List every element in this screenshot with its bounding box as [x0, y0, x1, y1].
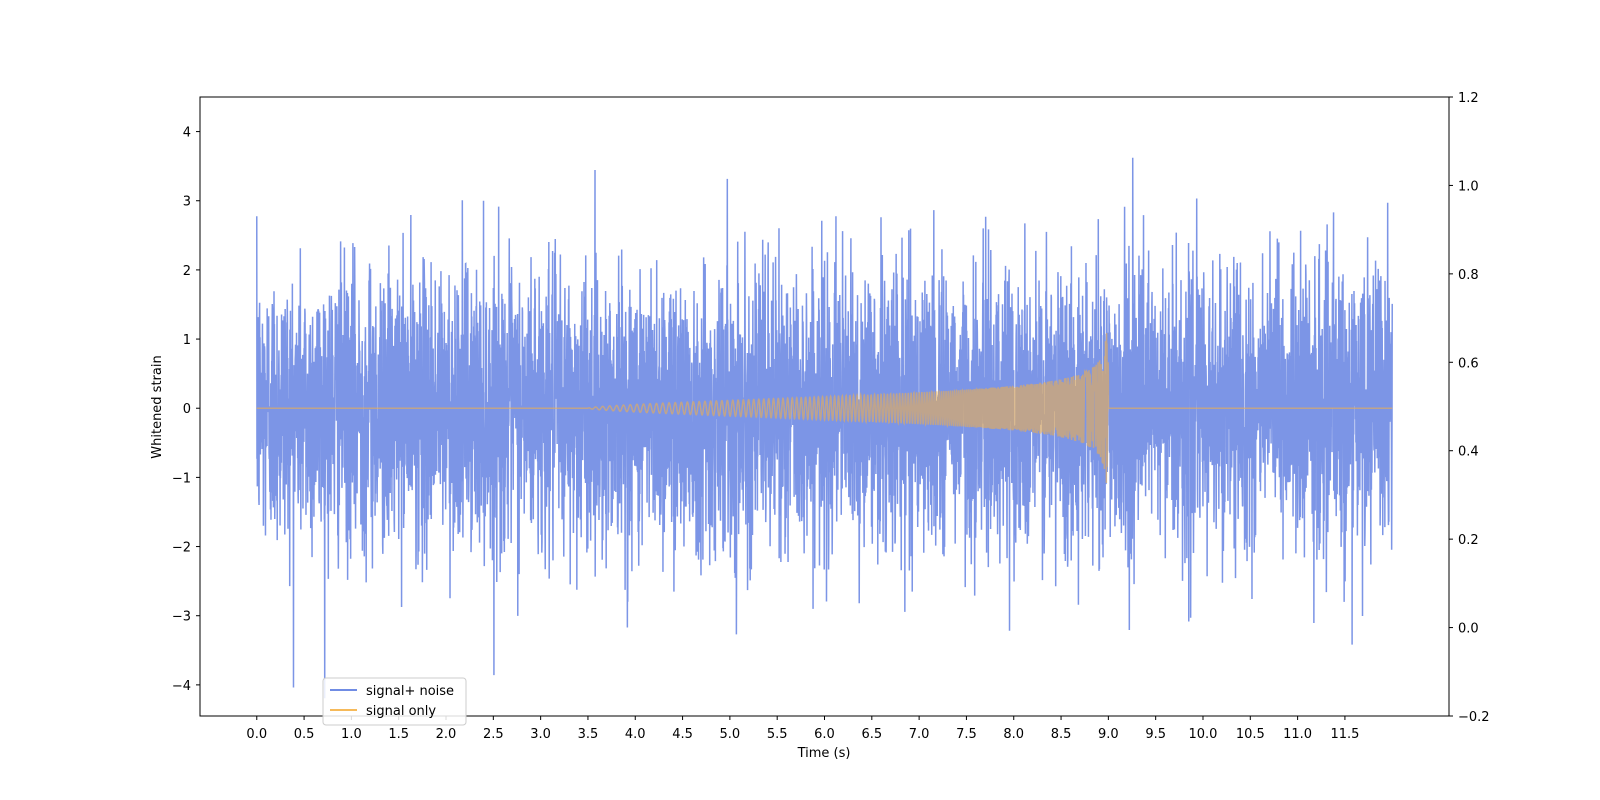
y-tick-label: 1: [183, 333, 191, 348]
x-tick-label: 10.5: [1236, 727, 1265, 742]
x-tick-label: 2.5: [483, 727, 504, 742]
legend-label-signal-noise: signal+ noise: [366, 684, 454, 699]
x-tick-label: 1.0: [341, 727, 362, 742]
y-tick-label: −4: [172, 679, 191, 694]
x-tick-label: 0.0: [246, 727, 267, 742]
plot-area: [256, 157, 1393, 699]
x-tick-label: 7.0: [909, 727, 930, 742]
x-tick-label: 0.5: [294, 727, 315, 742]
x-tick-label: 1.5: [388, 727, 409, 742]
x-tick-label: 3.5: [578, 727, 599, 742]
y-axis-right: −0.2 0.0 0.2 0.4 0.6 0.8 1.0 1.2: [1449, 91, 1490, 725]
x-tick-label: 8.5: [1051, 727, 1072, 742]
series-signal-only-line: [256, 333, 1393, 484]
x-tick-label: 5.5: [767, 727, 788, 742]
x-tick-label: 3.0: [530, 727, 551, 742]
x-tick-label: 9.5: [1145, 727, 1166, 742]
x-tick-label: 6.5: [861, 727, 882, 742]
x-tick-label: 9.0: [1098, 727, 1119, 742]
y2-tick-label: 0.0: [1458, 622, 1479, 637]
y2-tick-label: 0.4: [1458, 445, 1479, 460]
y-tick-label: −1: [172, 471, 191, 486]
y-axis-left: −4 −3 −2 −1 0 1 2 3 4: [172, 126, 200, 694]
x-tick-label: 10.0: [1189, 727, 1218, 742]
y-axis-label: Whitened strain: [150, 355, 165, 458]
legend: signal+ noise signal only: [322, 677, 467, 726]
y2-tick-label: 0.8: [1458, 268, 1479, 283]
x-tick-label: 11.5: [1330, 727, 1359, 742]
y-tick-label: 2: [183, 264, 191, 279]
y-tick-label: 0: [183, 402, 191, 417]
x-axis-label: Time (s): [797, 746, 851, 761]
legend-box: [322, 677, 467, 726]
y-tick-label: 4: [183, 126, 191, 141]
x-axis: 0.0 0.5 1.0 1.5 2.0 2.5 3.0 3.5 4.0 4.5 5.0 5.5 6.0 6…: [246, 716, 1359, 742]
y-tick-label: −2: [172, 541, 191, 556]
y2-tick-label: 1.2: [1458, 91, 1479, 106]
y2-tick-label: 1.0: [1458, 179, 1479, 194]
y2-tick-label: −0.2: [1458, 710, 1490, 725]
x-tick-label: 4.0: [625, 727, 646, 742]
y-tick-label: −3: [172, 610, 191, 625]
x-tick-label: 4.5: [672, 727, 693, 742]
x-tick-label: 2.0: [436, 727, 457, 742]
legend-label-signal-only: signal only: [366, 704, 436, 719]
y-tick-label: 3: [183, 195, 191, 210]
y2-tick-label: 0.6: [1458, 356, 1479, 371]
y2-tick-label: 0.2: [1458, 533, 1479, 548]
series-signal-noise-line: [256, 157, 1393, 699]
x-tick-label: 11.0: [1283, 727, 1312, 742]
x-tick-label: 6.0: [814, 727, 835, 742]
x-tick-label: 5.0: [720, 727, 741, 742]
x-tick-label: 7.5: [956, 727, 977, 742]
x-tick-label: 8.0: [1003, 727, 1024, 742]
